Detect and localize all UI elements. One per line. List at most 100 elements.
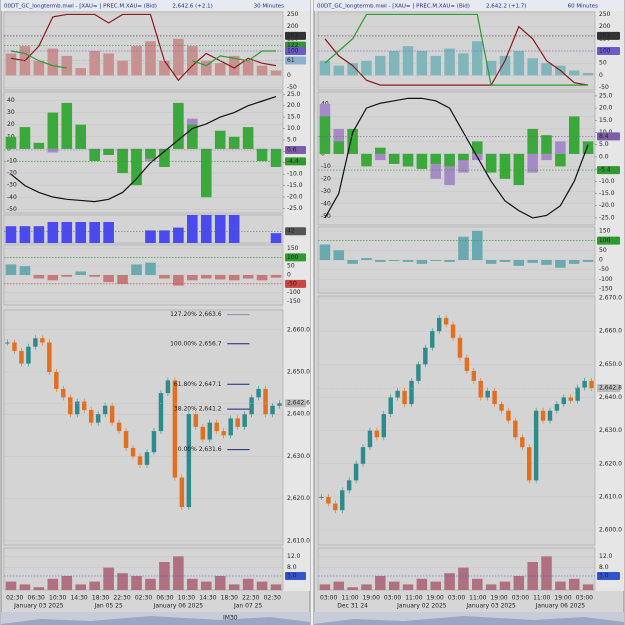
candle [430, 331, 435, 348]
candle [353, 463, 359, 481]
marker-label: 100 [599, 48, 611, 55]
bar [485, 260, 497, 264]
bar [458, 153, 469, 161]
y-tick-label: 2,600.0 [599, 527, 622, 534]
y-tick-label: -20.0 [599, 202, 615, 209]
y-tick-label: -50 [599, 266, 609, 273]
bar [319, 584, 331, 590]
bar [402, 153, 414, 167]
bar [242, 60, 254, 76]
marker-box [597, 236, 620, 245]
bar [430, 153, 441, 179]
bar [61, 222, 73, 243]
bar [61, 55, 73, 76]
candle [165, 380, 171, 394]
marker-label: -4.4 [287, 158, 299, 165]
y-tick-label: 2,650.0 [287, 369, 310, 376]
candle [499, 404, 504, 411]
bar [173, 102, 184, 149]
bar [159, 148, 170, 168]
window-title: 00DT_GC_longtermb.mwl - [XAU= ] PREC.M.X… [4, 4, 157, 10]
bar [361, 584, 372, 590]
candle [485, 390, 490, 398]
bar [444, 260, 455, 262]
bar [214, 63, 226, 76]
candle [277, 403, 282, 406]
y-tick-label: -30 [321, 188, 331, 195]
bar [472, 141, 483, 154]
candle [116, 422, 122, 432]
y-tick-label: 15.0 [287, 114, 301, 121]
bar [256, 65, 268, 76]
bar [402, 46, 414, 76]
candle [582, 380, 587, 388]
x-tick-label: 02:30 [135, 595, 152, 602]
candle [102, 405, 108, 415]
y-tick-label: 2,660.0 [599, 328, 622, 335]
bar [499, 260, 511, 262]
candle [172, 380, 178, 478]
y-tick-label: 2,640.0 [287, 411, 310, 418]
bar [499, 581, 511, 590]
y-tick-label: 20.0 [287, 102, 301, 109]
bar [214, 576, 226, 590]
candle [47, 342, 52, 373]
candle [200, 426, 206, 440]
bar [402, 584, 414, 590]
line [10, 13, 277, 82]
bar [472, 41, 483, 76]
x-date-label: Jan 07 25 [233, 603, 263, 610]
marker-label: 100 [287, 254, 299, 261]
y-tick-label: 2,620.0 [287, 495, 310, 502]
y-tick-label: 50 [287, 263, 295, 270]
marker-label: 61 [287, 57, 295, 64]
candle [575, 387, 580, 401]
panel [3, 547, 284, 591]
bar [89, 222, 100, 243]
marker-box [597, 166, 620, 175]
bar [333, 141, 345, 154]
x-tick-label: 03:00 [448, 595, 465, 602]
bar [228, 55, 240, 76]
fib-label: 38.20% 2,641.2 [174, 406, 222, 413]
bar [347, 128, 358, 154]
bar [61, 275, 73, 277]
candle [214, 422, 219, 432]
y-tick-label: -20.0 [287, 194, 303, 201]
marker-label: 8.4 [599, 133, 609, 140]
candle [12, 342, 17, 351]
window-title: 00DT_GC_longtermb.mwl - [XAU= ] PREC.M.X… [317, 4, 470, 10]
bar [375, 260, 386, 262]
x-date-label: January 03 2025 [13, 603, 64, 610]
y-tick-label: -150 [599, 286, 613, 293]
x-tick-label: 10:30 [178, 595, 195, 602]
candle [547, 410, 553, 421]
candle [492, 390, 497, 405]
bar [117, 60, 128, 76]
bar [47, 112, 59, 149]
bar [103, 275, 114, 283]
price-axis [595, 11, 624, 591]
bar [173, 275, 184, 286]
bar [527, 260, 538, 263]
bar [472, 578, 483, 590]
bar [527, 58, 538, 76]
marker-box [597, 384, 620, 393]
bar [388, 260, 400, 261]
bar [159, 275, 170, 279]
bar [228, 584, 240, 590]
last-price: 2,642.6 (+2.1) [172, 4, 212, 10]
candle [207, 422, 212, 440]
candle [263, 388, 268, 415]
bar [242, 578, 254, 590]
y-tick-label: 10.0 [287, 125, 301, 132]
bar [47, 275, 59, 281]
candle [416, 364, 421, 381]
bar [416, 578, 428, 590]
candle [402, 390, 407, 405]
bar [145, 148, 156, 159]
bar [75, 222, 87, 243]
candle [319, 496, 324, 498]
bar [527, 128, 538, 154]
bar [103, 148, 114, 155]
